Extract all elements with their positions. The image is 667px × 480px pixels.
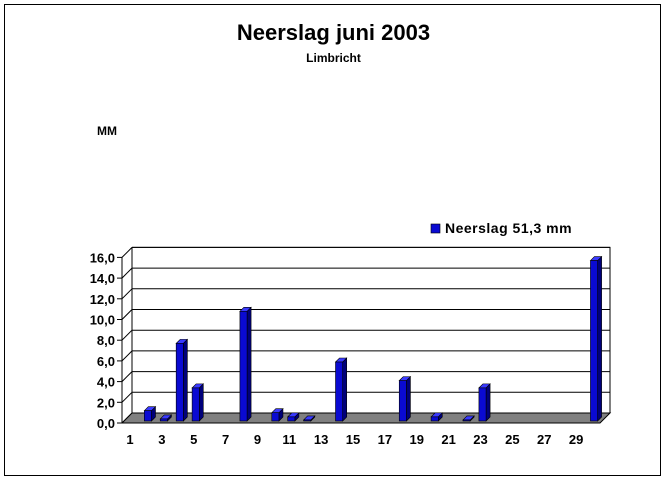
- chart-title: Neerslag juni 2003: [236, 20, 431, 45]
- bar: [589, 255, 603, 422]
- y-tick-label: 6,0: [97, 354, 115, 369]
- legend-swatch: [430, 223, 441, 234]
- bar-front: [287, 416, 296, 422]
- y-tick-label: 0,0: [97, 416, 115, 431]
- bar: [191, 383, 205, 422]
- bar-side: [597, 255, 602, 422]
- bar-front: [478, 387, 487, 422]
- bar: [430, 412, 444, 422]
- bar-front: [590, 260, 598, 422]
- bar-front: [239, 310, 248, 422]
- y-tick-label: 2,0: [97, 395, 115, 410]
- y-tick-label: 14,0: [90, 271, 115, 286]
- bar-side: [342, 357, 347, 422]
- bar-front: [430, 416, 439, 422]
- x-tick-label: 21: [441, 432, 455, 447]
- x-tick-label: 5: [190, 432, 197, 447]
- bar-front: [335, 361, 343, 422]
- grid-line-side: [121, 371, 133, 382]
- bar-front: [271, 412, 280, 422]
- bar-side: [246, 306, 252, 422]
- x-tick-label: 3: [158, 432, 165, 447]
- x-tick-label: 29: [569, 432, 583, 447]
- bar-front: [191, 387, 200, 422]
- grid-line-side: [121, 309, 133, 320]
- grid-line-side: [121, 350, 133, 362]
- x-tick-label: 15: [346, 432, 360, 447]
- x-tick-label: 27: [537, 432, 551, 447]
- grid-line-side: [121, 329, 133, 341]
- y-tick-label: 16,0: [90, 250, 115, 265]
- y-tick-label: 4,0: [97, 375, 115, 390]
- bar: [239, 306, 252, 422]
- bar: [143, 405, 157, 422]
- bar: [159, 414, 173, 422]
- x-tick-label: 23: [473, 432, 487, 447]
- grid-line-side: [121, 247, 133, 258]
- bar-side: [183, 338, 188, 422]
- x-tick-label: 13: [314, 432, 328, 447]
- grid-line-side: [121, 288, 133, 300]
- x-axis-ticks: 1 3 5 7 9 11 13 15 17 19 21 23 25 27 29: [126, 432, 583, 447]
- x-tick-label: 25: [505, 432, 519, 447]
- legend: Neerslag 51,3 mm: [430, 220, 572, 236]
- bar-front: [175, 343, 184, 422]
- bar: [302, 415, 316, 422]
- y-tick-label: 10,0: [90, 313, 115, 328]
- y-axis-unit-label: MM: [97, 124, 117, 138]
- bar: [478, 383, 491, 422]
- chart-subtitle: Limbricht: [306, 51, 361, 65]
- bar-front: [144, 410, 152, 422]
- y-axis-ticks: 0,0 2,0 4,0 6,0 8,0 10,0 12,0 14,0 16,0: [90, 250, 122, 431]
- bar: [334, 357, 348, 422]
- bar-side: [198, 383, 204, 422]
- bar: [398, 375, 412, 422]
- y-tick-label: 12,0: [90, 292, 115, 307]
- x-tick-label: 17: [378, 432, 392, 447]
- bar: [462, 415, 475, 422]
- bar: [271, 407, 284, 422]
- x-tick-label: 19: [410, 432, 424, 447]
- bar-front: [159, 418, 168, 422]
- bar-front: [398, 380, 407, 422]
- grid-line-side: [121, 267, 133, 279]
- bar-front: [462, 419, 471, 422]
- legend-label: Neerslag 51,3 mm: [445, 220, 572, 236]
- bars: [143, 255, 603, 422]
- x-tick-label: 1: [126, 432, 133, 447]
- bar-side: [485, 383, 491, 422]
- bar-side: [406, 375, 411, 422]
- bar: [175, 338, 189, 422]
- chart-frame: [4, 4, 661, 476]
- y-tick-label: 8,0: [97, 333, 115, 348]
- x-tick-label: 11: [282, 432, 296, 447]
- x-tick-label: 9: [254, 432, 261, 447]
- bar: [286, 412, 300, 422]
- grid-line-side: [121, 391, 133, 403]
- x-tick-label: 7: [222, 432, 229, 447]
- bar-front: [303, 419, 312, 422]
